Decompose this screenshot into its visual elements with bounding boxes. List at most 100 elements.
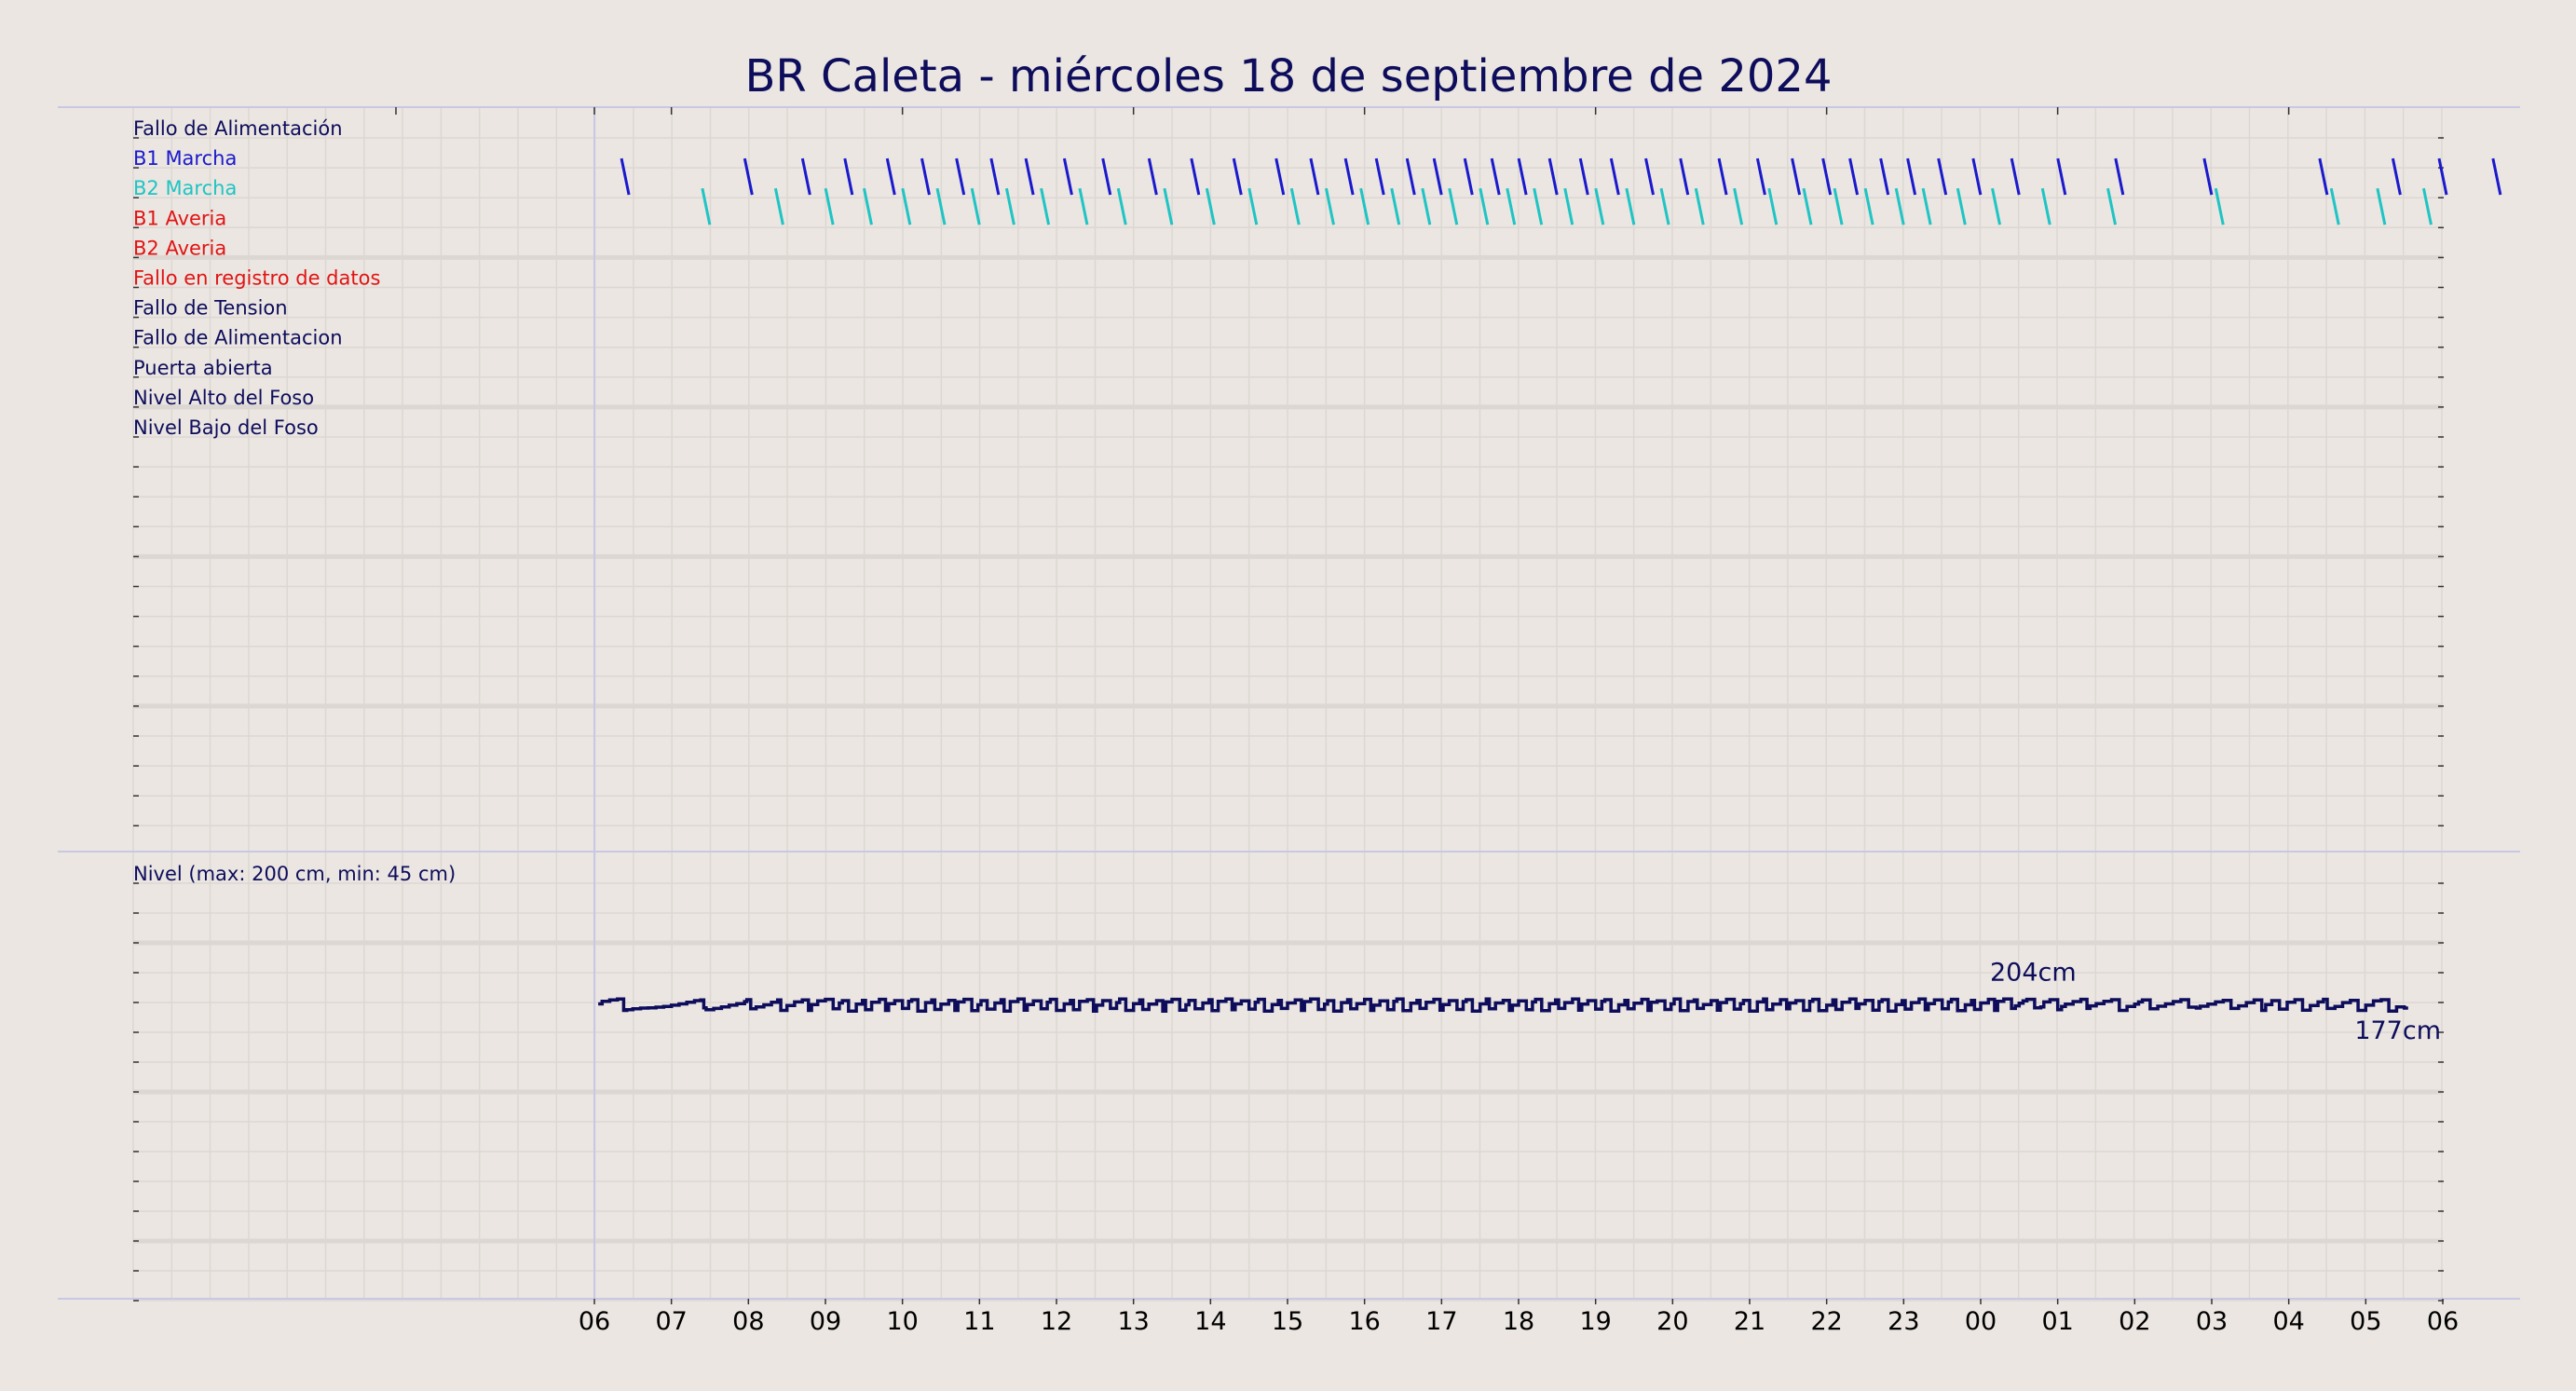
signal-event-mark <box>1625 187 1636 225</box>
signal-event-mark <box>920 157 931 196</box>
signal-event-mark <box>1921 187 1932 225</box>
x-tick-label: 10 <box>886 1307 918 1336</box>
signal-event-mark <box>1755 157 1766 196</box>
x-tick-label: 06 <box>579 1307 610 1336</box>
signal-event-mark <box>1116 187 1127 225</box>
x-tick-label: 22 <box>1810 1307 1842 1336</box>
signal-event-mark <box>885 157 896 196</box>
signal-event-mark <box>1894 187 1905 225</box>
signal-label: B1 Marcha <box>133 147 237 170</box>
signal-event-mark <box>1147 157 1158 196</box>
signal-event-mark <box>1644 157 1656 196</box>
x-tick-label: 08 <box>732 1307 764 1336</box>
signal-event-mark <box>2437 157 2448 196</box>
signal-label: B2 Marcha <box>133 177 237 199</box>
signal-event-mark <box>1578 157 1589 196</box>
signal-event-mark <box>1190 157 1201 196</box>
signal-event-mark <box>1879 157 1890 196</box>
signal-event-mark <box>1232 157 1243 196</box>
x-tick-label: 12 <box>1041 1307 1072 1336</box>
signal-event-mark <box>1004 187 1015 225</box>
signal-label: Fallo de Tension <box>133 297 288 320</box>
signal-event-mark <box>1274 157 1286 196</box>
signal-label: B2 Averia <box>133 237 226 259</box>
signal-event-mark <box>2214 187 2225 225</box>
signal-event-mark <box>1463 157 1474 196</box>
chart-title: BR Caleta - miércoles 18 de septiembre d… <box>745 50 1833 102</box>
x-tick-label: 15 <box>1272 1307 1303 1336</box>
signal-label: Nivel Bajo del Foso <box>133 416 319 439</box>
signal-event-mark <box>1405 157 1416 196</box>
signal-event-mark <box>2056 157 2067 196</box>
x-tick-label: 03 <box>2196 1307 2228 1336</box>
x-tick-label: 23 <box>1888 1307 1919 1336</box>
signal-event-mark <box>1289 187 1301 225</box>
x-tick-label: 01 <box>2041 1307 2073 1336</box>
x-tick-label: 06 <box>2427 1307 2459 1336</box>
x-tick-label: 17 <box>1425 1307 1457 1336</box>
x-tick-label: 13 <box>1117 1307 1149 1336</box>
signal-event-mark <box>1733 187 1744 225</box>
signal-event-mark <box>2202 157 2214 196</box>
signal-label: Puerta abierta <box>133 357 273 379</box>
signal-event-mark <box>1205 187 1216 225</box>
signal-event-mark <box>824 187 835 225</box>
signal-event-mark <box>2114 157 2125 196</box>
signal-event-mark <box>1078 187 1089 225</box>
signal-event-mark <box>1694 187 1705 225</box>
signal-event-mark <box>1991 187 2002 225</box>
x-tick-label: 07 <box>655 1307 687 1336</box>
signal-label: B1 Averia <box>133 207 226 229</box>
signal-event-mark <box>1821 157 1833 196</box>
x-tick-label: 09 <box>810 1307 841 1336</box>
signal-event-mark <box>1479 187 1490 225</box>
signal-event-mark <box>743 157 754 196</box>
signal-event-mark <box>1432 157 1443 196</box>
signal-event-mark <box>1309 157 1320 196</box>
signal-event-mark <box>2106 187 2118 225</box>
signal-event-mark <box>800 157 811 196</box>
signal-event-mark <box>1533 187 1544 225</box>
signal-event-mark <box>843 157 854 196</box>
signal-event-mark <box>2421 187 2433 225</box>
x-tick-label: 04 <box>2272 1307 2304 1336</box>
signal-event-mark <box>1517 157 1528 196</box>
signal-event-mark <box>1906 157 1917 196</box>
x-tick-label: 18 <box>1503 1307 1534 1336</box>
signal-event-mark <box>1802 187 1813 225</box>
signal-event-mark <box>773 187 784 225</box>
signal-event-mark <box>1448 187 1459 225</box>
signal-event-mark <box>935 187 947 225</box>
x-tick-label: 05 <box>2350 1307 2381 1336</box>
digital-signal-panel: Fallo de Alimentación B1 Marcha B2 Marcha B… <box>133 117 2502 439</box>
last-level-annotation: 177cm <box>2354 1016 2441 1045</box>
signal-event-mark <box>862 187 873 225</box>
signal-label: Nivel Alto del Foso <box>133 387 314 409</box>
signal-event-mark <box>2391 157 2402 196</box>
signal-event-mark <box>1359 187 1370 225</box>
signal-event-mark <box>1609 157 1620 196</box>
x-tick-label: 14 <box>1194 1307 1226 1336</box>
x-tick-label: 16 <box>1348 1307 1380 1336</box>
level-panel: Nivel (max: 200 cm, min: 45 cm) 204cm 177… <box>133 863 2441 1045</box>
signal-event-mark <box>970 187 981 225</box>
signal-event-mark <box>1659 187 1670 225</box>
signal-event-mark <box>1594 187 1605 225</box>
signal-event-mark <box>1390 187 1401 225</box>
signal-event-mark <box>1791 157 1802 196</box>
signal-event-mark <box>1717 157 1728 196</box>
signal-event-mark <box>1101 157 1112 196</box>
signal-label: Fallo en registro de datos <box>133 267 380 290</box>
level-label: Nivel (max: 200 cm, min: 45 cm) <box>133 863 456 885</box>
signal-event-mark <box>1971 157 1983 196</box>
signal-event-mark <box>901 187 912 225</box>
signal-event-mark <box>1547 157 1559 196</box>
x-tick-label: 11 <box>963 1307 995 1336</box>
signal-event-mark <box>2376 187 2387 225</box>
signal-event-mark <box>955 157 966 196</box>
signal-event-mark <box>2318 157 2329 196</box>
signal-event-mark <box>1956 187 1967 225</box>
signal-event-mark <box>1767 187 1779 225</box>
signal-label: Fallo de Alimentación <box>133 117 343 140</box>
signal-event-mark <box>1563 187 1574 225</box>
